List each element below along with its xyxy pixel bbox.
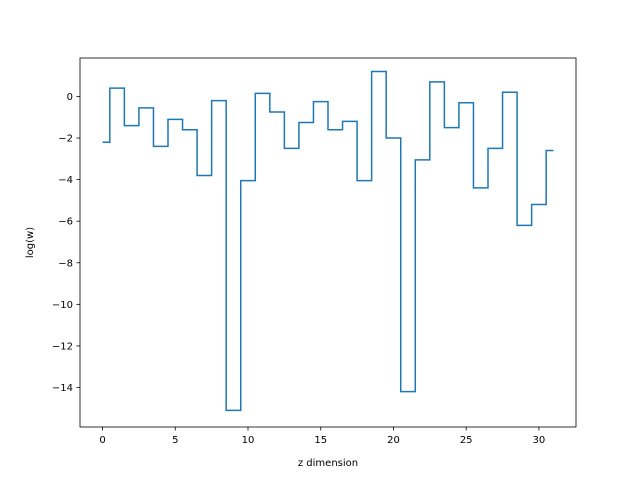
y-tick-label: −4 xyxy=(58,175,73,186)
plot-area xyxy=(79,57,577,428)
x-tick-label: 10 xyxy=(242,435,255,446)
x-axis-label: z dimension xyxy=(298,458,358,469)
x-tick-label: 0 xyxy=(99,435,105,446)
y-axis: 0 −2 −4 −6 −8 −10 −12 −14 xyxy=(52,92,80,394)
x-tick-label: 5 xyxy=(172,435,178,446)
x-tick-label: 25 xyxy=(460,435,473,446)
y-tick-label: −10 xyxy=(52,300,73,311)
y-tick-label: −2 xyxy=(58,134,73,145)
y-tick-label: −8 xyxy=(58,258,73,269)
plot-frame xyxy=(79,57,577,428)
series-line-0 xyxy=(102,70,554,412)
x-tick-label: 30 xyxy=(533,435,546,446)
x-axis: 0 5 10 15 20 25 30 xyxy=(99,427,545,446)
x-tick-label: 20 xyxy=(387,435,400,446)
y-tick-label: −12 xyxy=(52,341,73,352)
y-axis-label: log(w) xyxy=(25,227,36,258)
x-tick-label: 15 xyxy=(314,435,327,446)
y-tick-label: −6 xyxy=(58,217,73,228)
y-tick-label: −14 xyxy=(52,383,73,394)
y-tick-label: 0 xyxy=(67,92,73,103)
